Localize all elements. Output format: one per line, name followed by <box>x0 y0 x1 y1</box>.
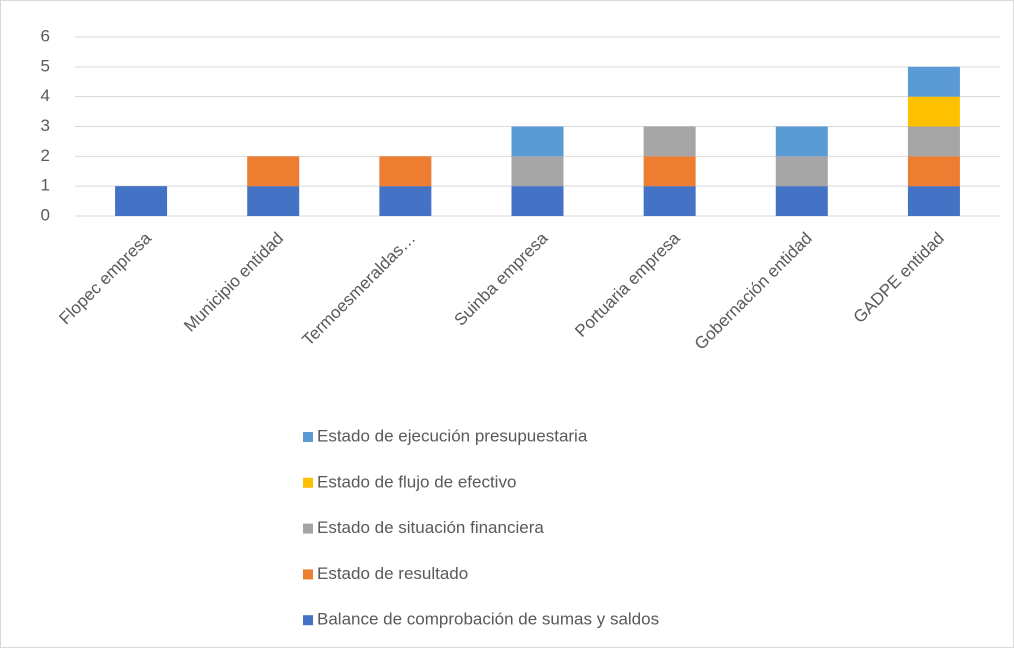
bar-segment <box>775 126 828 157</box>
bar-segment <box>247 186 300 216</box>
bar-segment <box>907 156 960 187</box>
bar-segment <box>643 186 696 216</box>
bar-segment <box>115 186 168 216</box>
legend-label: Estado de situación financiera <box>317 518 544 537</box>
bar-segment <box>511 186 564 216</box>
legend-swatch <box>303 615 313 626</box>
legend-swatch <box>303 523 313 534</box>
bar-segment <box>379 156 432 187</box>
legend-label: Estado de ejecución presupuestaria <box>317 426 588 445</box>
bar-segment <box>907 66 960 97</box>
y-tick-label: 5 <box>41 56 50 75</box>
bar-segment <box>643 156 696 187</box>
bar-segment <box>775 186 828 216</box>
legend-swatch <box>303 432 313 442</box>
bar-segment <box>643 126 696 157</box>
legend-swatch <box>303 569 313 580</box>
bar-segment <box>907 126 960 157</box>
y-tick-label: 2 <box>41 146 50 165</box>
y-tick-label: 4 <box>41 86 50 105</box>
legend-label: Balance de comprobación de sumas y saldo… <box>317 610 659 629</box>
legend-swatch <box>303 477 313 488</box>
legend-label: Estado de resultado <box>317 564 468 583</box>
bar-segment <box>775 156 828 187</box>
y-tick-label: 3 <box>41 116 50 135</box>
bar-segment <box>379 186 432 216</box>
y-tick-label: 0 <box>41 205 50 224</box>
bar-segment <box>511 156 564 187</box>
bar-segment <box>511 126 564 157</box>
y-tick-label: 1 <box>41 176 50 195</box>
bar-segment <box>907 186 960 216</box>
legend-label: Estado de flujo de efectivo <box>317 472 516 491</box>
bar-segment <box>247 156 300 187</box>
y-tick-label: 6 <box>41 26 50 45</box>
bar-segment <box>907 96 960 127</box>
